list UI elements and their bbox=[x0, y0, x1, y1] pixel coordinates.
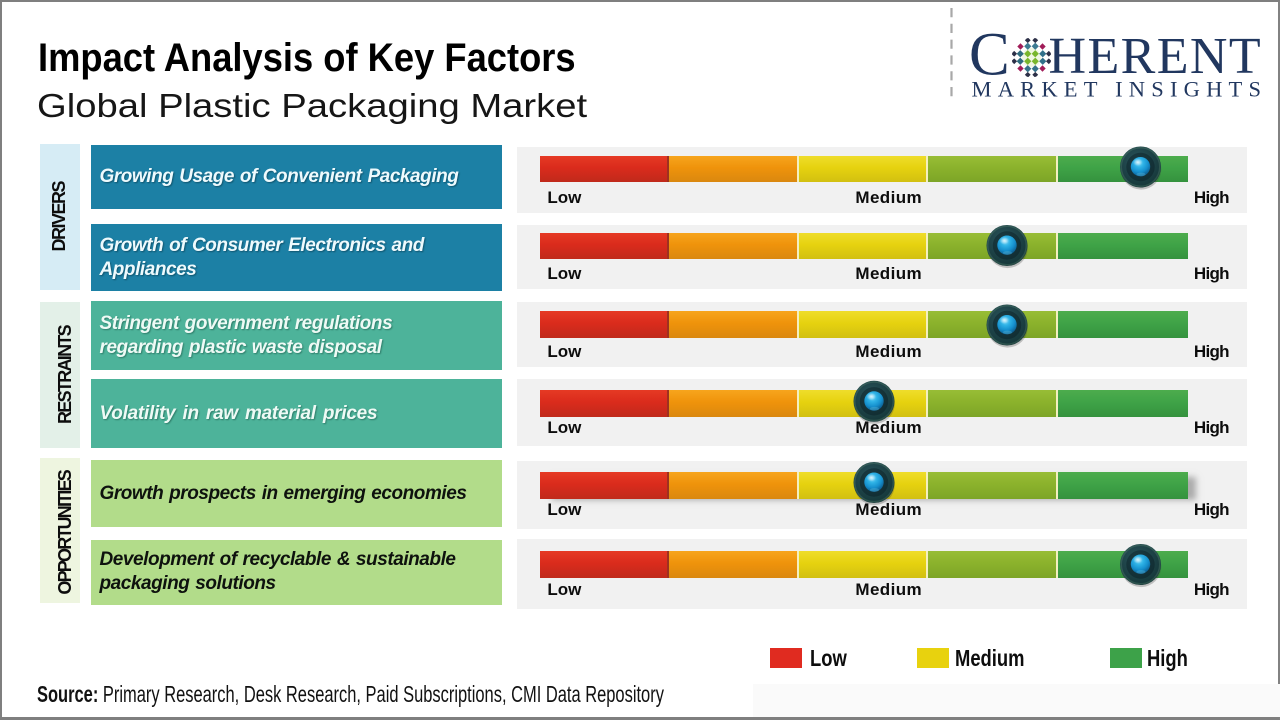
svg-text:MARKET INSIGHTS: MARKET INSIGHTS bbox=[972, 76, 1268, 101]
svg-text:C: C bbox=[969, 22, 1010, 89]
svg-text:HERENT: HERENT bbox=[1049, 28, 1262, 85]
